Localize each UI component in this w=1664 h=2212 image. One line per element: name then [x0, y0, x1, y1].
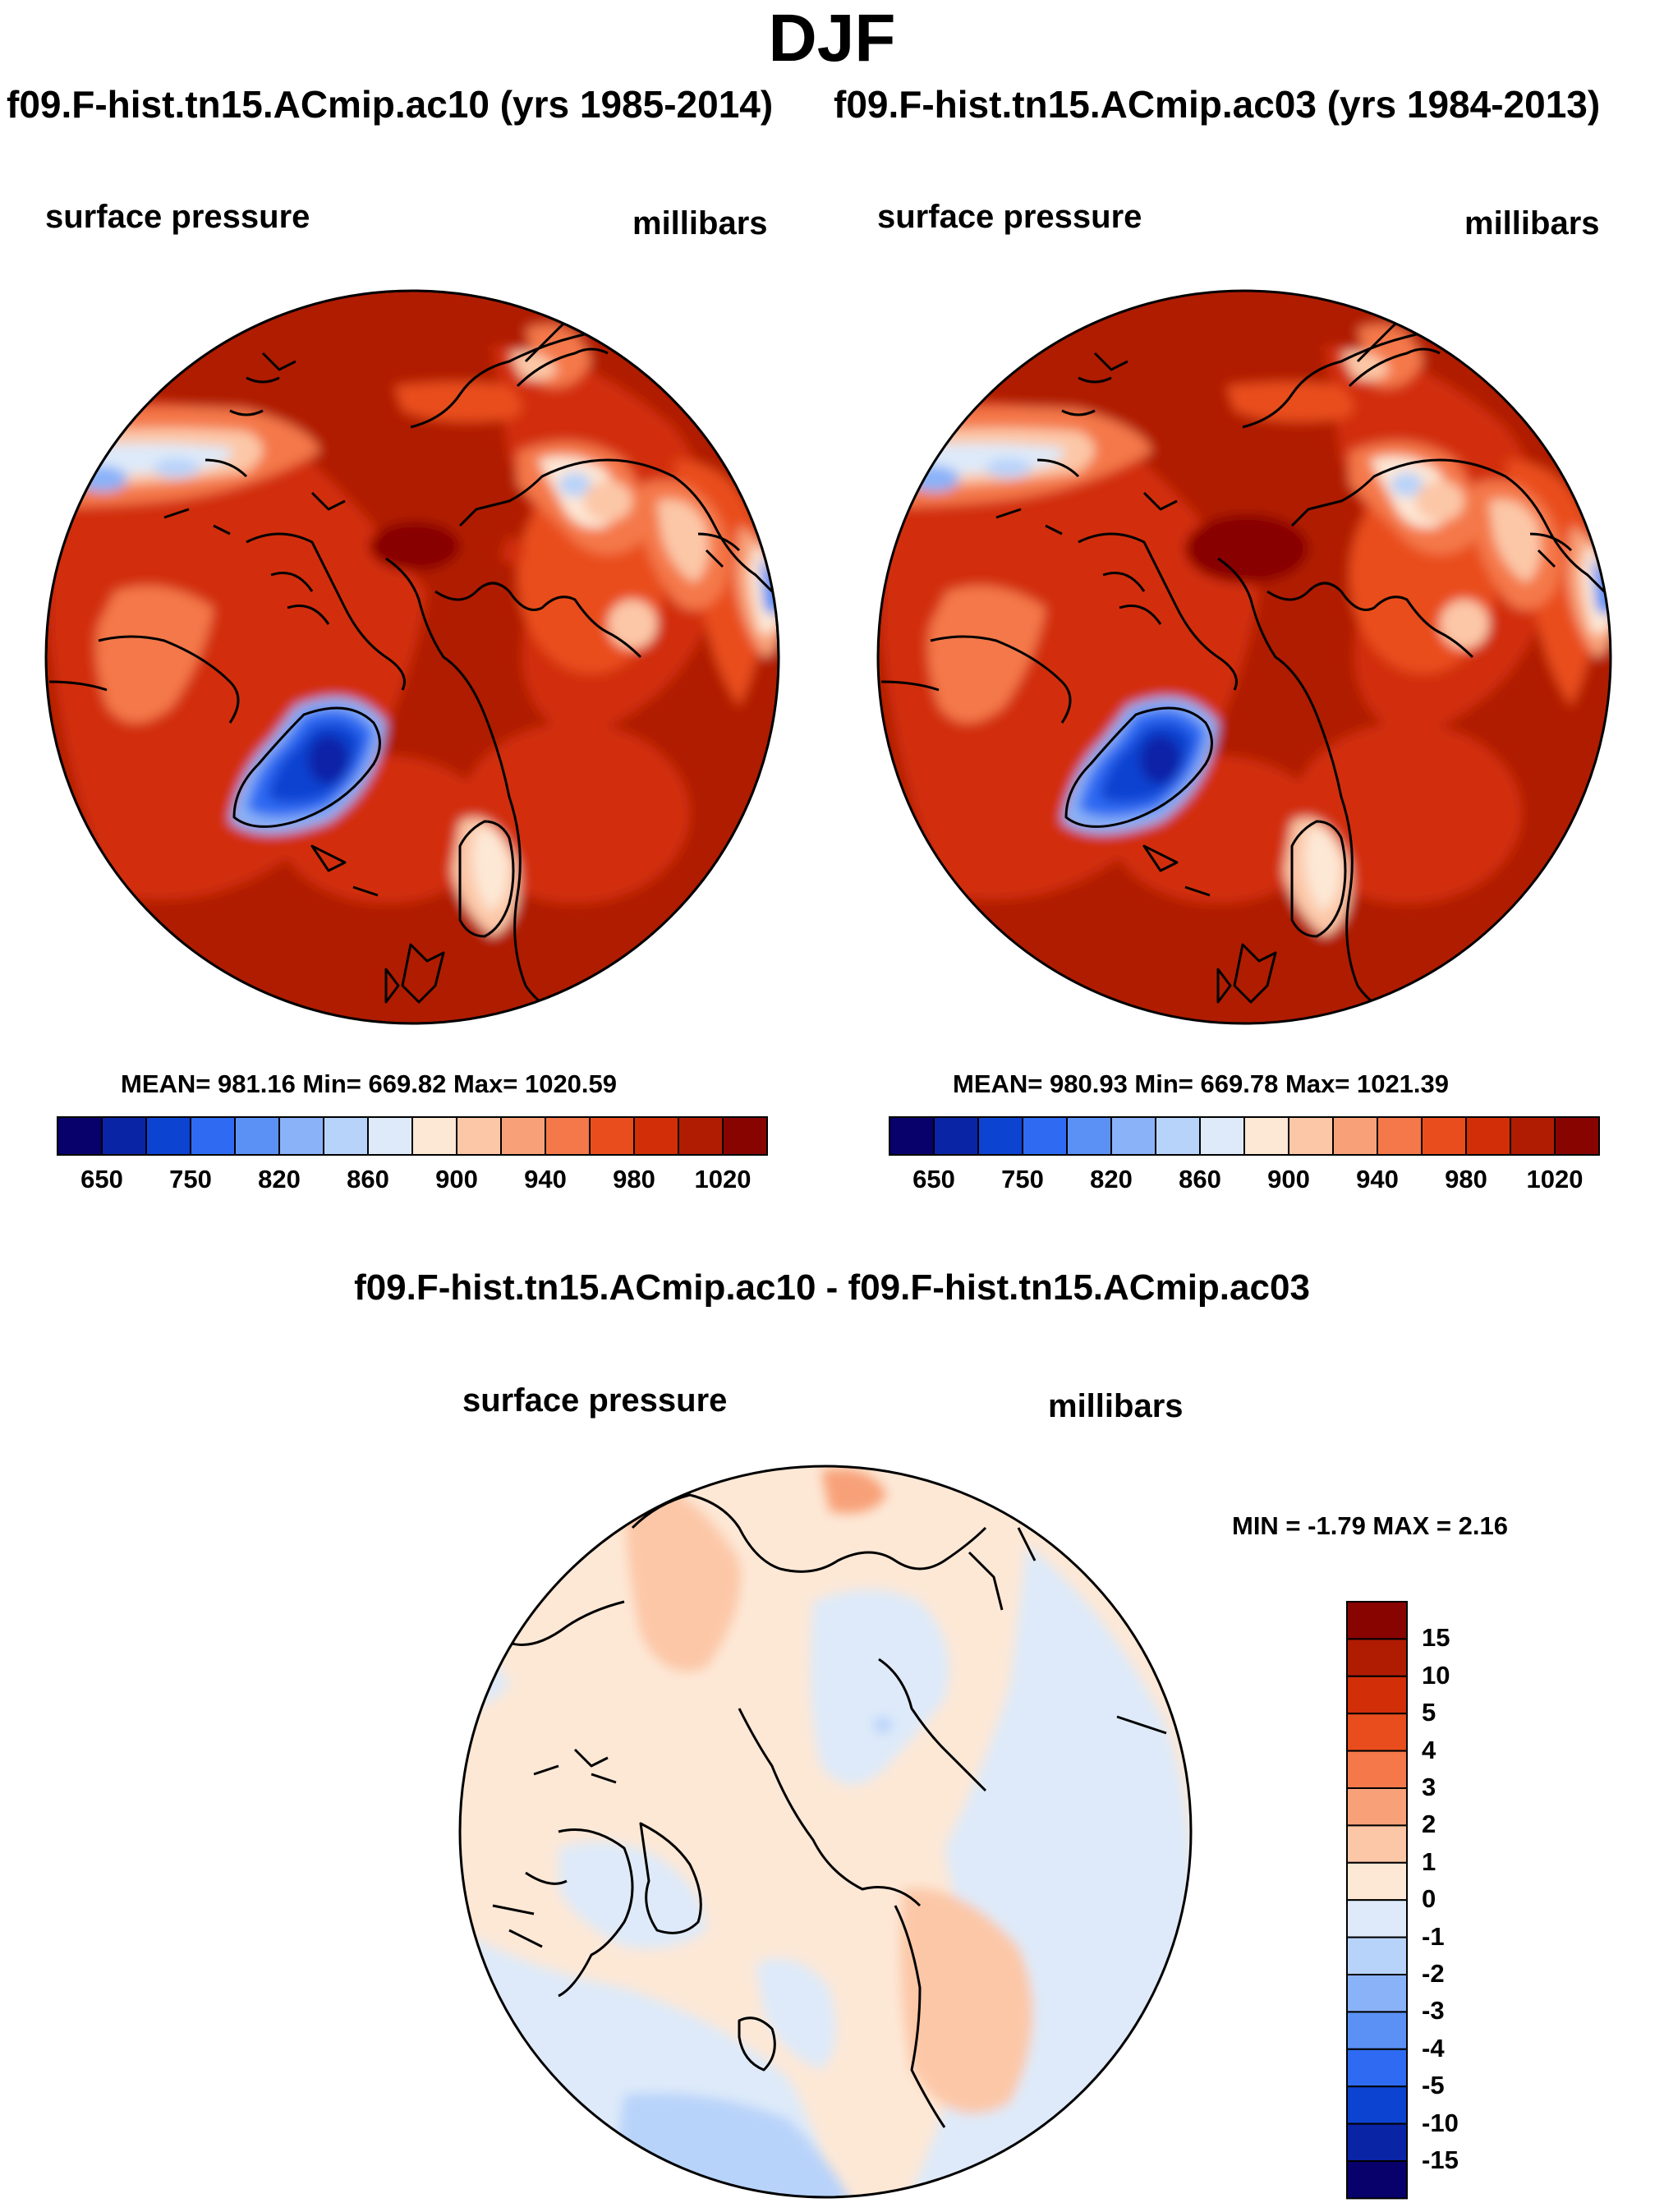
colorbar-swatch [1346, 2048, 1408, 2088]
colorbar-swatch [411, 1116, 457, 1156]
colorbar-swatch [1421, 1116, 1467, 1156]
colorbar-swatch [323, 1116, 369, 1156]
colorbar-tick-label: -2 [1422, 1959, 1445, 1988]
diff-minmax: MIN = -1.79 MAX = 2.16 [1232, 1511, 1508, 1540]
diff-variable-label: surface pressure [462, 1382, 728, 1419]
colorbar-swatch [977, 1116, 1023, 1156]
colorbar-tick-label: 3 [1422, 1773, 1436, 1801]
colorbar-tick-label: 1020 [1526, 1165, 1584, 1193]
colorbar-swatch [545, 1116, 591, 1156]
colorbar-tick-label: 900 [435, 1165, 478, 1193]
colorbar-swatch [101, 1116, 147, 1156]
colorbar-swatch [1346, 1601, 1408, 1640]
colorbar-tick-label: 4 [1422, 1735, 1436, 1764]
colorbar-diff [1346, 1601, 1408, 2200]
colorbar-tick-label: 2 [1422, 1810, 1436, 1839]
colorbar-swatch [1346, 1675, 1408, 1715]
colorbar-swatch [1346, 1824, 1408, 1864]
colorbar-swatch [1377, 1116, 1423, 1156]
colorbar-swatch [57, 1116, 103, 1156]
colorbar-swatch [1346, 1899, 1408, 1938]
colorbar-swatch [1155, 1116, 1201, 1156]
colorbar-tick-label: 1 [1422, 1846, 1436, 1876]
map-diff [460, 1466, 1191, 2197]
colorbar-tick-label: -5 [1422, 2071, 1445, 2100]
colorbar-swatch [1332, 1116, 1378, 1156]
colorbar-swatch [1243, 1116, 1289, 1156]
colorbar-swatch [1346, 1936, 1408, 1976]
colorbar-swatch [678, 1116, 724, 1156]
colorbar-swatch [633, 1116, 679, 1156]
header-left-case: f09.F-hist.tn15.ACmip.ac10 (yrs 1985-201… [7, 83, 774, 126]
diff-title: f09.F-hist.tn15.ACmip.ac10 - f09.F-hist.… [354, 1267, 1310, 1308]
colorbar-tick-label: -1 [1422, 1921, 1445, 1951]
colorbar-swatch [1346, 2160, 1408, 2200]
colorbar-tick-label: -3 [1422, 1996, 1445, 2026]
colorbar-tick-label: 820 [1090, 1165, 1133, 1193]
right-stats: MEAN= 980.93 Min= 669.78 Max= 1021.39 [953, 1069, 1450, 1098]
colorbar-tick-label: 860 [1179, 1165, 1221, 1193]
main-title: DJF [768, 1, 896, 76]
colorbar-swatch [1346, 1638, 1408, 1677]
colorbar-swatch [500, 1116, 546, 1156]
colorbar-tick-label: 820 [258, 1165, 301, 1193]
colorbar-swatch [1465, 1116, 1511, 1156]
colorbar-tick-label: 940 [1356, 1165, 1399, 1193]
colorbar-swatch [1346, 1750, 1408, 1790]
colorbar-swatch [1554, 1116, 1600, 1156]
right-variable-label: surface pressure [877, 199, 1142, 235]
colorbar-swatch [278, 1116, 324, 1156]
colorbar-swatch [1346, 2122, 1408, 2163]
colorbar-swatch [1346, 1974, 1408, 2013]
left-units-label: millibars [632, 205, 768, 241]
colorbar-swatch [1288, 1116, 1334, 1156]
header-right-case: f09.F-hist.tn15.ACmip.ac03 (yrs 1984-201… [834, 83, 1601, 126]
map-right [878, 291, 1611, 1023]
colorbar-tick-label: 650 [912, 1165, 955, 1193]
colorbar-tick-label: -15 [1422, 2145, 1459, 2174]
colorbar-tick-label: 860 [347, 1165, 389, 1193]
colorbar-swatch [234, 1116, 280, 1156]
colorbar-tick-label: 900 [1267, 1165, 1310, 1193]
left-variable-label: surface pressure [45, 199, 310, 235]
colorbar-swatch [1110, 1116, 1156, 1156]
colorbar-left [57, 1116, 768, 1156]
colorbar-swatch [1346, 1861, 1408, 1902]
colorbar-tick-label: 15 [1422, 1623, 1450, 1653]
right-units-label: millibars [1464, 205, 1600, 241]
colorbar-tick-label: 5 [1422, 1698, 1436, 1727]
colorbar-tick-label: 750 [169, 1165, 212, 1193]
colorbar-swatch [1346, 1713, 1408, 1752]
colorbar-swatch [1066, 1116, 1112, 1156]
colorbar-swatch [190, 1116, 236, 1156]
left-stats: MEAN= 981.16 Min= 669.82 Max= 1020.59 [121, 1069, 618, 1098]
colorbar-swatch [1199, 1116, 1245, 1156]
colorbar-swatch [889, 1116, 935, 1156]
colorbar-tick-label: 0 [1422, 1884, 1436, 1914]
diff-units-label: millibars [1048, 1388, 1184, 1424]
colorbar-tick-label: 10 [1422, 1660, 1450, 1690]
colorbar-tick-label: 650 [80, 1165, 123, 1193]
map-left [46, 291, 779, 1023]
colorbar-swatch [456, 1116, 502, 1156]
colorbar-tick-label: -10 [1422, 2108, 1459, 2137]
colorbar-tick-label: 980 [1445, 1165, 1487, 1193]
colorbar-tick-label: -4 [1422, 2033, 1445, 2063]
colorbar-swatch [933, 1116, 979, 1156]
colorbar-swatch [1022, 1116, 1068, 1156]
colorbar-swatch [1346, 2086, 1408, 2125]
colorbar-tick-label: 940 [524, 1165, 567, 1193]
colorbar-tick-label: 1020 [694, 1165, 752, 1193]
colorbar-tick-label: 980 [613, 1165, 655, 1193]
colorbar-swatch [1510, 1116, 1556, 1156]
colorbar-tick-label: 750 [1001, 1165, 1044, 1193]
colorbar-swatch [1346, 2011, 1408, 2050]
colorbar-right [889, 1116, 1600, 1156]
colorbar-swatch [722, 1116, 768, 1156]
colorbar-swatch [145, 1116, 191, 1156]
colorbar-swatch [1346, 1787, 1408, 1827]
colorbar-swatch [589, 1116, 635, 1156]
colorbar-swatch [367, 1116, 413, 1156]
